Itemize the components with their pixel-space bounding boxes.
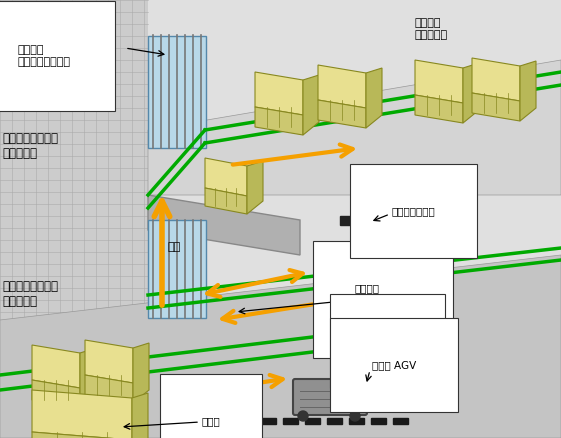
Polygon shape xyxy=(32,390,132,438)
Polygon shape xyxy=(318,100,366,128)
Circle shape xyxy=(350,411,360,421)
Polygon shape xyxy=(0,255,561,438)
Bar xyxy=(305,418,320,424)
Bar xyxy=(340,216,388,225)
Bar xyxy=(195,418,210,424)
Text: 資機材: 資機材 xyxy=(202,416,220,426)
Polygon shape xyxy=(255,107,303,135)
Text: 低床式 AGV: 低床式 AGV xyxy=(372,360,416,370)
Polygon shape xyxy=(85,375,133,403)
Polygon shape xyxy=(472,93,520,121)
Text: 工事用の
仮設エレベーター: 工事用の 仮設エレベーター xyxy=(18,45,71,67)
Circle shape xyxy=(298,411,308,421)
Polygon shape xyxy=(366,68,382,128)
Bar xyxy=(327,418,342,424)
Text: 仮設エレベーター
へ乗り込む: 仮設エレベーター へ乗り込む xyxy=(2,280,58,308)
Polygon shape xyxy=(148,195,300,255)
Polygon shape xyxy=(205,188,247,214)
Polygon shape xyxy=(303,75,319,135)
Polygon shape xyxy=(472,58,520,101)
Polygon shape xyxy=(80,348,96,408)
Polygon shape xyxy=(85,340,133,383)
Polygon shape xyxy=(415,60,463,103)
Polygon shape xyxy=(133,343,149,403)
Polygon shape xyxy=(0,0,148,438)
Polygon shape xyxy=(318,65,366,108)
Bar xyxy=(283,418,298,424)
Polygon shape xyxy=(32,432,132,438)
Bar xyxy=(349,418,364,424)
Bar xyxy=(393,418,408,424)
Polygon shape xyxy=(463,63,479,123)
FancyBboxPatch shape xyxy=(148,220,206,318)
Polygon shape xyxy=(132,393,148,438)
Bar xyxy=(371,418,386,424)
FancyBboxPatch shape xyxy=(148,36,206,148)
Text: 工事用の
仮設エレベーター前
のスロープ: 工事用の 仮設エレベーター前 のスロープ xyxy=(355,283,411,316)
Polygon shape xyxy=(32,345,80,388)
Polygon shape xyxy=(32,380,80,408)
Polygon shape xyxy=(205,158,247,196)
Polygon shape xyxy=(247,161,263,214)
Polygon shape xyxy=(148,60,561,195)
Text: 上層階の
作業エリア: 上層階の 作業エリア xyxy=(415,18,448,39)
Bar xyxy=(217,418,232,424)
Polygon shape xyxy=(255,72,303,115)
Polygon shape xyxy=(415,95,463,123)
Text: 仮設エレベーター
から降りる: 仮設エレベーター から降りる xyxy=(2,132,58,160)
Text: りん木（枕木）: りん木（枕木） xyxy=(392,206,436,216)
Bar xyxy=(372,228,420,237)
Polygon shape xyxy=(520,61,536,121)
Polygon shape xyxy=(148,0,561,438)
Bar xyxy=(261,418,276,424)
Text: 磁気テープ: 磁気テープ xyxy=(372,336,403,346)
FancyBboxPatch shape xyxy=(293,379,367,415)
Bar xyxy=(239,418,254,424)
Text: 上昇: 上昇 xyxy=(168,242,181,252)
